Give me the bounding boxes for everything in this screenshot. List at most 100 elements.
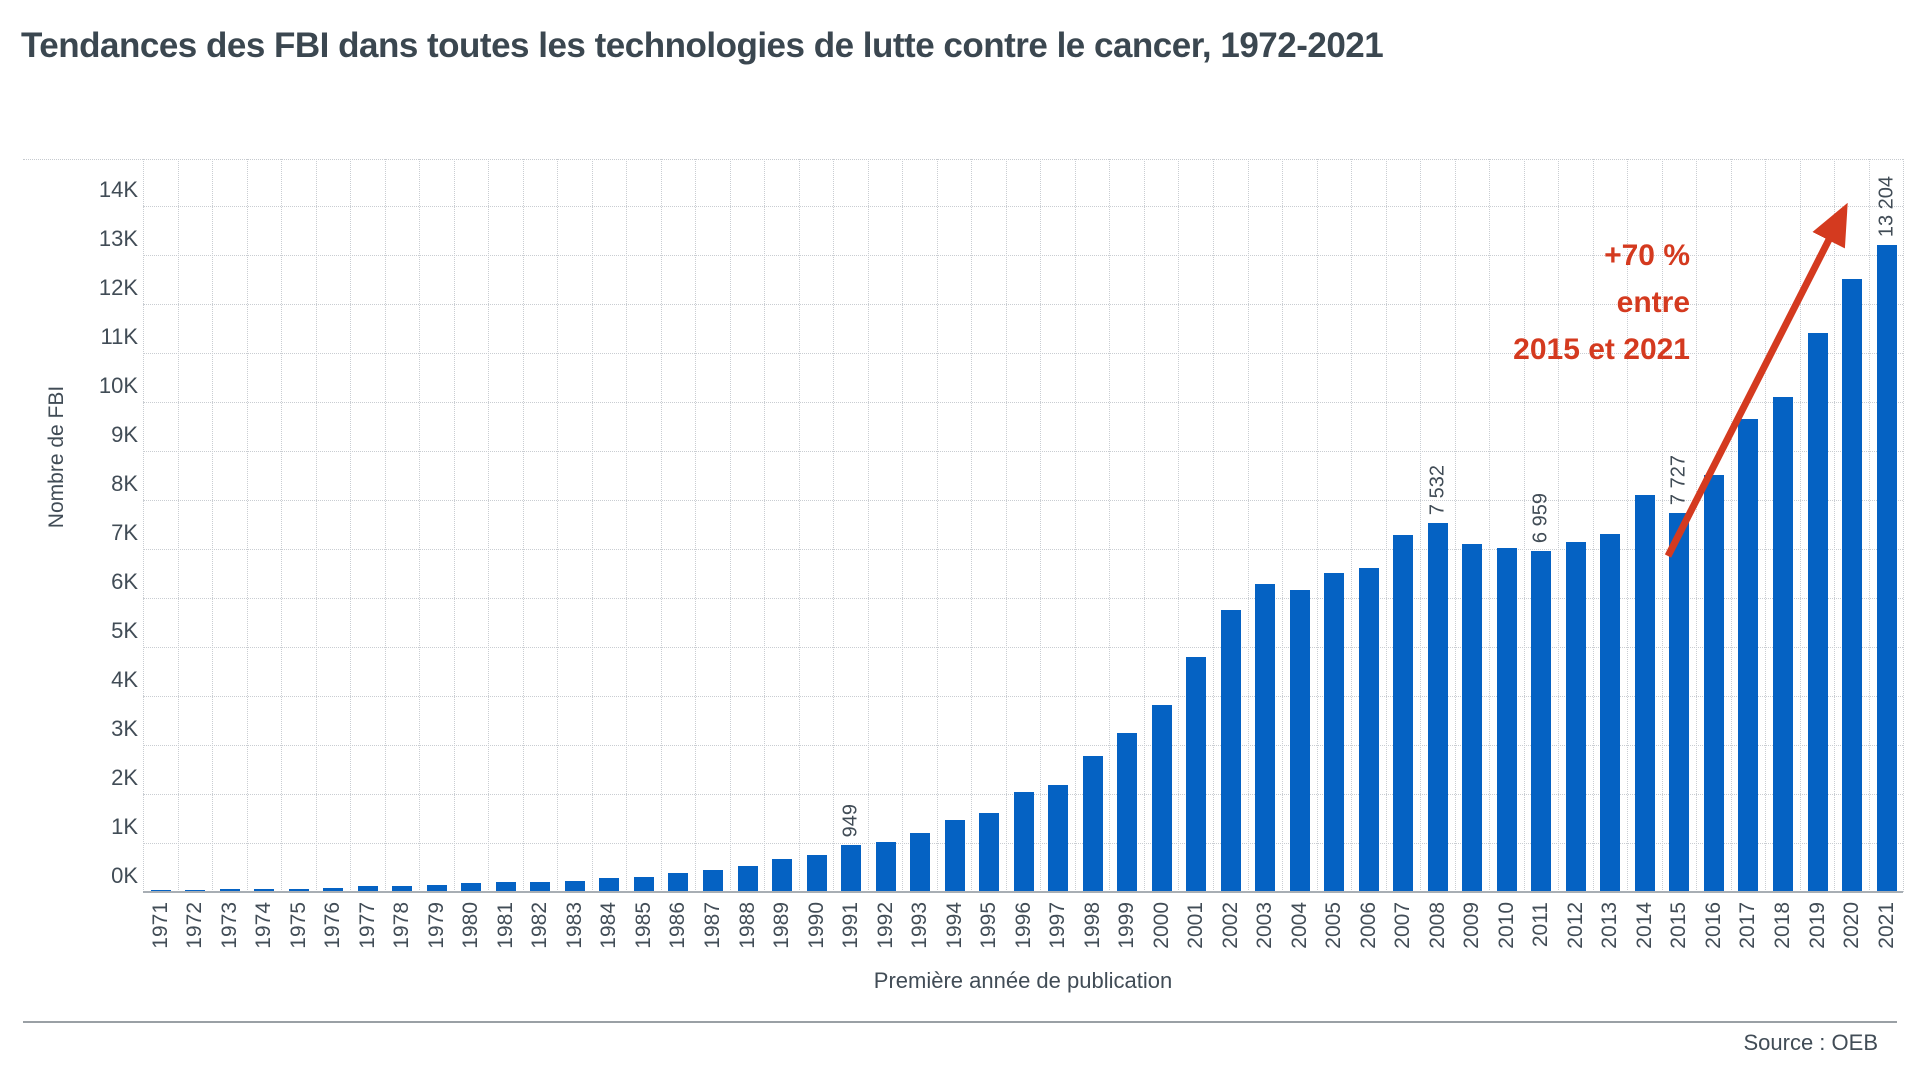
- bar-2020[interactable]: [1842, 279, 1863, 892]
- bar-1978[interactable]: [392, 886, 413, 892]
- gridline-9K: [143, 451, 1903, 452]
- bar-2021[interactable]: [1876, 245, 1897, 892]
- bar-2018[interactable]: [1772, 397, 1793, 892]
- bar-1993[interactable]: [910, 833, 931, 892]
- x-tick-label-1978: 1978: [390, 902, 414, 949]
- bar-slot-2007: 2007: [1385, 159, 1421, 949]
- bar-1976[interactable]: [323, 888, 344, 892]
- bar-2016[interactable]: [1703, 475, 1724, 892]
- bar-1985[interactable]: [633, 877, 654, 892]
- bar-1980[interactable]: [461, 883, 482, 892]
- bar-2012[interactable]: [1565, 542, 1586, 892]
- bar-1979[interactable]: [426, 885, 447, 892]
- gridline-12K: [143, 304, 1903, 305]
- bar-1982[interactable]: [530, 882, 551, 892]
- bar-1975[interactable]: [288, 889, 309, 892]
- bar-1983[interactable]: [564, 881, 585, 892]
- x-tick-label-2013: 2013: [1598, 902, 1622, 949]
- x-tick-label-2011: 2011: [1529, 902, 1553, 948]
- gridline-6K: [143, 598, 1903, 599]
- bar-slot-2006: 2006: [1351, 159, 1386, 949]
- bar-2004[interactable]: [1289, 590, 1310, 892]
- bar-2011[interactable]: [1531, 551, 1552, 892]
- x-tick-label-2004: 2004: [1287, 902, 1311, 949]
- bar-2003[interactable]: [1255, 584, 1276, 892]
- bar-2000[interactable]: [1151, 705, 1172, 892]
- bar-2015[interactable]: [1669, 513, 1690, 892]
- bar-2017[interactable]: [1738, 419, 1759, 892]
- bar-2008[interactable]: [1427, 523, 1448, 892]
- bar-1973[interactable]: [219, 889, 240, 892]
- x-tick-label-1974: 1974: [252, 902, 276, 949]
- x-tick-label-2006: 2006: [1356, 902, 1380, 949]
- bar-1984[interactable]: [599, 878, 620, 892]
- y-tick-label-3K: 3K: [111, 716, 138, 741]
- bar-slot-1994: 1994: [936, 159, 972, 949]
- bar-slot-1984: 1984: [591, 159, 627, 949]
- bar-1987[interactable]: [703, 870, 723, 892]
- bar-slot-1971: 1971: [143, 159, 178, 949]
- bar-1988[interactable]: [737, 866, 758, 892]
- x-tick-label-1984: 1984: [597, 902, 621, 949]
- x-tick-label-2017: 2017: [1736, 902, 1760, 949]
- bar-1998[interactable]: [1082, 756, 1103, 892]
- bar-2010[interactable]: [1496, 548, 1517, 892]
- bar-1999[interactable]: [1117, 733, 1138, 892]
- bar-2006[interactable]: [1358, 568, 1379, 892]
- x-tick-label-2018: 2018: [1770, 902, 1794, 949]
- y-tick-label-5K: 5K: [111, 618, 138, 643]
- gridline-13K: [143, 255, 1903, 256]
- bar-1991[interactable]: [841, 845, 862, 892]
- bar-2002[interactable]: [1220, 610, 1241, 892]
- bar-1995[interactable]: [979, 813, 1000, 892]
- bar-1977[interactable]: [357, 886, 378, 892]
- bar-1990[interactable]: [806, 855, 827, 892]
- y-tick-label-10K: 10K: [98, 373, 138, 398]
- bar-1974[interactable]: [254, 889, 275, 892]
- x-tick-label-2003: 2003: [1253, 902, 1277, 949]
- bar-1996[interactable]: [1013, 792, 1034, 892]
- x-tick-label-1983: 1983: [562, 902, 586, 949]
- bar-slot-2002: 2002: [1212, 159, 1248, 949]
- y-tick-label-7K: 7K: [111, 520, 138, 545]
- x-tick-label-1986: 1986: [666, 902, 690, 949]
- bar-slot-2005: 2005: [1316, 159, 1352, 949]
- bar-slot-1996: 1996: [1005, 159, 1041, 949]
- y-tick-label-12K: 12K: [98, 275, 138, 300]
- chart-top-border: [23, 159, 1903, 160]
- growth-annotation-line2: entre: [1616, 286, 1690, 319]
- x-tick-label-2021: 2021: [1874, 902, 1898, 949]
- bar-1986[interactable]: [668, 873, 689, 892]
- x-tick-label-1976: 1976: [321, 902, 345, 949]
- growth-annotation: +70 % entre 2015 et 2021: [1513, 232, 1690, 373]
- bar-slot-2009: 2009: [1454, 159, 1490, 949]
- bar-slot-1995: 1995: [971, 159, 1006, 949]
- x-tick-label-2012: 2012: [1563, 902, 1587, 949]
- bar-2001[interactable]: [1186, 657, 1207, 892]
- bar-2007[interactable]: [1393, 535, 1414, 892]
- bar-2013[interactable]: [1600, 534, 1621, 892]
- bar-1981[interactable]: [495, 882, 516, 892]
- x-axis-title: Première année de publication: [873, 968, 1173, 993]
- y-tick-label-9K: 9K: [111, 422, 138, 447]
- gridline-8K: [143, 500, 1903, 501]
- x-tick-label-2015: 2015: [1667, 902, 1691, 949]
- gridline-7K: [143, 549, 1903, 550]
- bar-1997[interactable]: [1048, 785, 1069, 892]
- bar-1992[interactable]: [875, 842, 896, 892]
- bar-slot-1988: 1988: [729, 159, 765, 949]
- bar-slot-1990: 1990: [798, 159, 834, 949]
- growth-annotation-line3: 2015 et 2021: [1513, 333, 1690, 366]
- x-tick-label-1989: 1989: [770, 902, 794, 949]
- bar-slot-2015: 2015 7 727: [1661, 159, 1697, 949]
- bar-2019[interactable]: [1807, 333, 1828, 892]
- bar-2005[interactable]: [1324, 573, 1345, 892]
- bar-2009[interactable]: [1462, 544, 1483, 892]
- bar-slot-1978: 1978: [384, 159, 420, 949]
- bar-value-label-2015: 7 727: [1667, 454, 1690, 505]
- bar-1994[interactable]: [944, 820, 965, 892]
- gridline-5K: [143, 647, 1903, 648]
- x-tick-label-2010: 2010: [1494, 902, 1518, 949]
- bar-2014[interactable]: [1634, 495, 1655, 892]
- bar-1989[interactable]: [772, 859, 793, 892]
